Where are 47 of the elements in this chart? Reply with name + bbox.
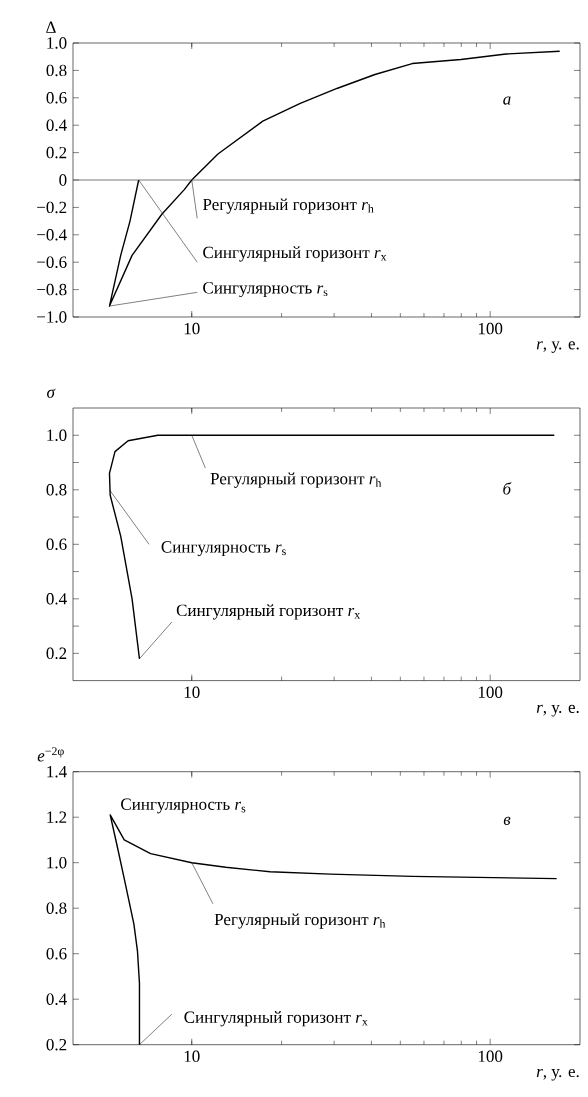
x-tick-label: 100: [478, 1050, 503, 1063]
y-tick-label: 0.4: [46, 119, 67, 131]
y-tick-label: 0.2: [46, 146, 67, 159]
x-tick-label: 100: [478, 686, 503, 698]
y-tick-label: −0.8: [37, 283, 67, 296]
y-tick-label: −0.4: [37, 229, 67, 241]
annotation: б: [503, 482, 512, 495]
x-axis-title: r, у. е.: [536, 704, 579, 717]
annotation: Сингулярность r$_{s}$: [203, 282, 328, 298]
y-tick-label: 0.6: [46, 538, 67, 551]
y-tick-label: 0.4: [46, 993, 67, 1005]
annotation: Сингулярный горизонт r$_{x}$: [184, 1011, 368, 1027]
y-tick-label: 1.0: [47, 429, 67, 442]
y-tick-label: −1.0: [37, 311, 67, 323]
x-tick-label: 10: [184, 322, 200, 335]
y-tick-label: 1.2: [47, 811, 67, 823]
y-tick-label: 0.4: [46, 593, 67, 605]
x-tick-label: 10: [184, 1050, 200, 1063]
x-axis-title: r, у. е.: [536, 1068, 579, 1081]
annotation: а: [503, 96, 511, 105]
y-tick-label: 1.0: [47, 856, 67, 869]
y-tick-label: 0.2: [46, 1038, 67, 1051]
y-tick-label: 0.2: [46, 647, 67, 660]
y-tick-label: 0.6: [46, 92, 67, 104]
annotation: Сингулярность r$_{s}$: [121, 798, 246, 814]
annotation: Сингулярный горизонт r$_{x}$: [176, 604, 361, 620]
y-tick-label: −0.2: [37, 201, 67, 214]
annotation: Регулярный горизонт r$_{h}$: [210, 472, 382, 488]
y-tick-label: 0: [59, 174, 67, 186]
annotation: Сингулярный горизонт r$_{x}$: [203, 246, 387, 262]
y-tick-label: 1.4: [47, 765, 67, 778]
x-tick-label: 100: [478, 322, 503, 335]
annotation: в: [503, 816, 511, 825]
annotation: Регулярный горизонт r$_{h}$: [214, 913, 386, 929]
y-tick-label: −0.6: [37, 256, 67, 268]
y-tick-label: 0.6: [46, 947, 67, 960]
annotation: Регулярный горизонт r$_{h}$: [202, 198, 374, 214]
y-axis-title: Δ: [46, 21, 56, 33]
y-tick-label: 0.8: [46, 902, 67, 914]
annotation: Сингулярность r$_{s}$: [161, 541, 286, 557]
x-axis-title: r, у. е.: [536, 341, 579, 353]
y-tick-label: 0.8: [46, 484, 67, 496]
x-tick-label: 10: [184, 686, 200, 698]
y-tick-label: 1.0: [47, 37, 67, 49]
y-tick-label: 0.8: [46, 64, 67, 77]
y-axis-title: e$^{−2φ}$: [37, 747, 64, 762]
y-axis-title: σ: [47, 388, 56, 398]
